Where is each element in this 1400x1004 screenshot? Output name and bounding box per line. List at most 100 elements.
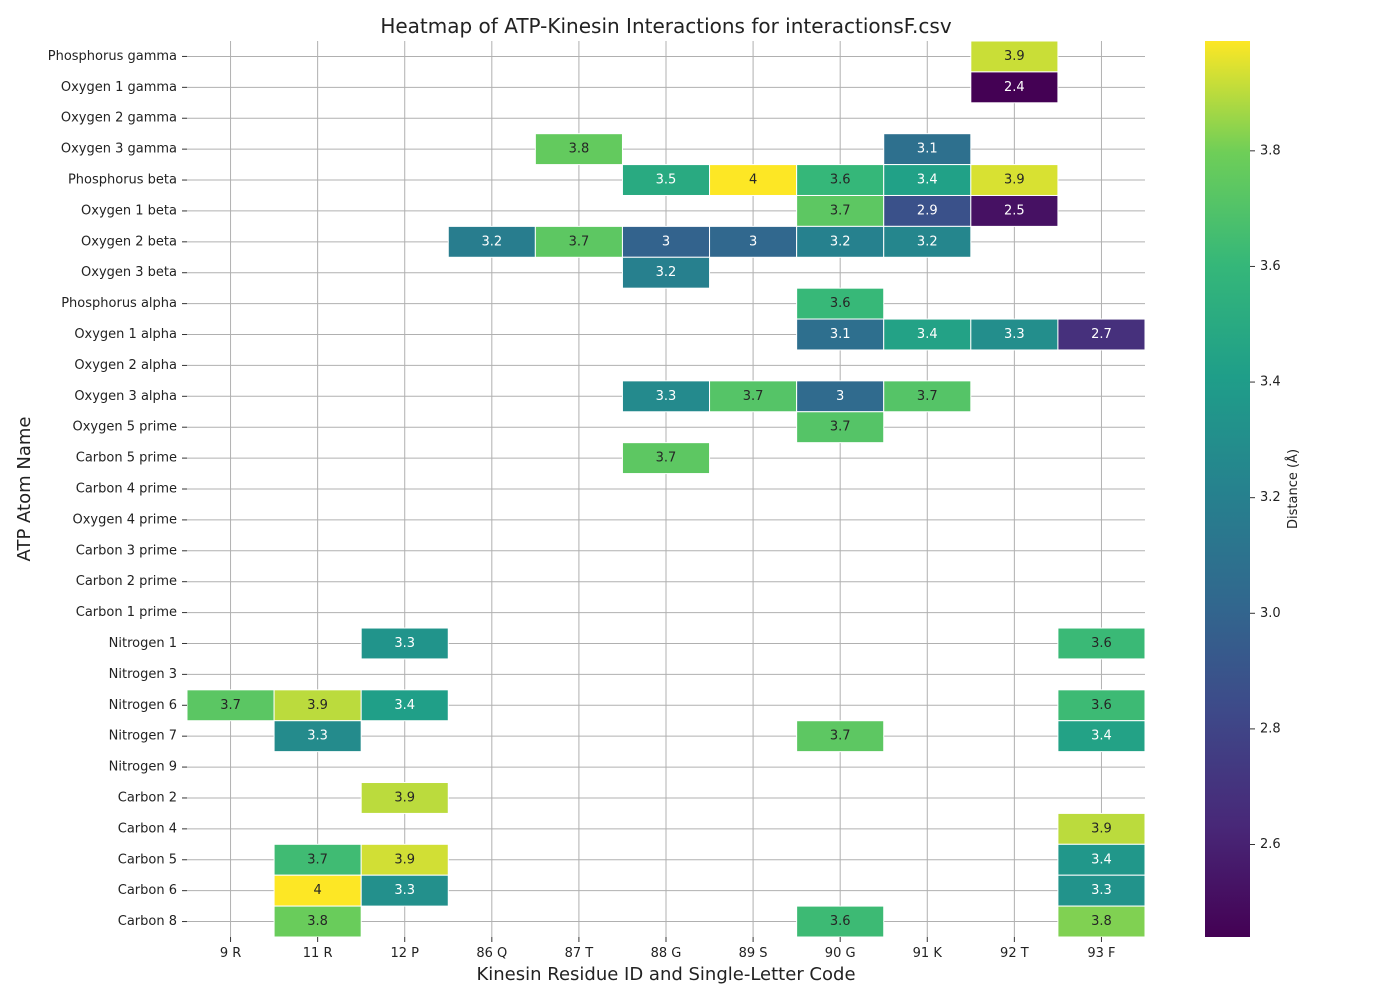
y-tick-label: Phosphorus beta [68, 173, 177, 188]
heatmap-cell [360, 689, 449, 722]
y-tick-label: Carbon 8 [118, 914, 177, 929]
heatmap-cell [534, 225, 623, 258]
colorbar-ticks: 2.6 2.8 3.0 3.2 3.4 3.6 3.8 [1250, 143, 1281, 852]
x-axis-title: Kinesin Residue ID and Single-Letter Cod… [476, 964, 855, 985]
heatmap-cell [796, 411, 885, 444]
heatmap-cell [1057, 720, 1146, 753]
heatmap-cell [796, 318, 885, 351]
cell-value-label: 3.9 [394, 852, 415, 867]
y-tick-label: Carbon 5 prime [76, 451, 177, 466]
cell-value-label: 3.7 [743, 389, 764, 404]
cell-value-label: 3.3 [394, 636, 415, 651]
cell-value-label: 3.9 [307, 698, 328, 713]
cell-value-label: 3.6 [1091, 698, 1112, 713]
heatmap-cell [796, 225, 885, 258]
x-tick-label: 93 F [1087, 946, 1115, 961]
heatmap-cell [621, 164, 711, 196]
y-tick-label: Oxygen 5 prime [72, 420, 177, 435]
y-tick-label: Oxygen 2 gamma [61, 111, 177, 126]
cell-value-label: 2.9 [917, 203, 938, 218]
heatmap-cell [1057, 812, 1146, 845]
cell-value-label: 3.9 [1004, 173, 1025, 188]
y-tick-labels: Phosphorus gamma Oxygen 1 gamma Oxygen 2 g… [48, 49, 187, 929]
y-tick-label: Carbon 6 [118, 883, 177, 898]
cell-value-label: 3.6 [1091, 636, 1112, 651]
x-tick-label: 92 T [1000, 946, 1029, 961]
cell-value-label: 3.4 [394, 698, 415, 713]
x-tick-label: 9 R [220, 946, 241, 961]
y-tick-label: Oxygen 1 gamma [61, 80, 177, 95]
heatmap-cell [796, 905, 885, 938]
cell-value-label: 3.3 [656, 389, 677, 404]
x-tick-label: 11 R [303, 946, 333, 961]
heatmap-cell [1057, 843, 1146, 876]
cell-value-label: 3 [749, 234, 757, 249]
x-tick-label: 87 T [565, 946, 594, 961]
heatmap-cell [796, 287, 885, 320]
y-tick-label: Phosphorus alpha [61, 296, 177, 311]
colorbar-tick-label: 2.8 [1260, 721, 1281, 736]
cell-value-label: 3.3 [394, 883, 415, 898]
x-tick-label: 89 S [739, 946, 768, 961]
y-tick-label: Oxygen 1 beta [81, 203, 177, 218]
y-tick-label: Carbon 5 [118, 852, 177, 867]
heatmap-cell [1057, 874, 1146, 907]
y-tick-label: Oxygen 2 beta [81, 234, 177, 249]
colorbar-tick-label: 3.8 [1260, 143, 1281, 158]
cell-value-label: 3.1 [830, 327, 851, 342]
cell-value-label: 4 [313, 883, 321, 898]
heatmap-cell [1057, 627, 1146, 660]
heatmap-cell [970, 194, 1059, 227]
x-tick-label: 90 G [825, 946, 856, 961]
heatmap-cell [883, 318, 972, 351]
x-tick-label: 12 P [390, 946, 419, 961]
heatmap-cell [883, 225, 972, 258]
heatmap-cell [621, 380, 711, 413]
y-tick-label: Nitrogen 7 [109, 729, 177, 744]
cell-value-label: 3.7 [656, 451, 677, 466]
heatmap-cell [1057, 318, 1146, 351]
cell-value-label: 3.2 [656, 265, 677, 280]
heatmap-cell [970, 318, 1059, 351]
heatmap-cell [709, 164, 798, 196]
colorbar [1205, 41, 1250, 937]
cell-value-label: 4 [749, 173, 757, 188]
y-tick-label: Phosphorus gamma [48, 49, 177, 64]
heatmap-cell [621, 256, 711, 289]
y-tick-label: Carbon 3 prime [76, 543, 177, 558]
cell-value-label: 3.7 [830, 203, 851, 218]
y-tick-label: Carbon 2 [118, 790, 177, 805]
heatmap-cell [621, 225, 711, 258]
cell-value-label: 3.2 [481, 234, 502, 249]
cell-value-label: 3.3 [1091, 883, 1112, 898]
cell-value-label: 3.9 [1004, 49, 1025, 64]
cell-value-label: 2.5 [1004, 203, 1025, 218]
x-tick-labels: 9 R 11 R 12 P 86 Q 87 T 88 G 89 S 90 G 91 K 92 T 9… [220, 937, 1116, 961]
cell-value-label: 3.7 [307, 852, 328, 867]
y-tick-label: Carbon 1 prime [76, 605, 177, 620]
cell-value-label: 2.7 [1091, 327, 1112, 342]
x-tick-label: 91 K [913, 946, 943, 961]
cell-value-label: 3.4 [917, 173, 938, 188]
heatmap-cell [534, 133, 623, 166]
heatmap-cell [360, 843, 449, 876]
y-tick-label: Oxygen 3 gamma [61, 142, 177, 157]
cell-value-label: 3.8 [307, 914, 328, 929]
heatmap-cell [883, 133, 972, 166]
cell-value-label: 3.7 [917, 389, 938, 404]
cell-value-label: 3 [836, 389, 844, 404]
y-tick-label: Oxygen 3 beta [81, 265, 177, 280]
heatmap-cell [273, 720, 362, 753]
heatmap-cell [796, 194, 885, 227]
cell-value-label: 3.6 [830, 173, 851, 188]
cell-value-label: 3.2 [917, 234, 938, 249]
colorbar-tick-label: 3.0 [1260, 606, 1281, 621]
heatmap-cell [1057, 905, 1146, 938]
heatmap-cell [273, 843, 362, 876]
heatmap-cell [360, 874, 449, 907]
heatmap-cell [883, 380, 972, 413]
y-tick-label: Oxygen 3 alpha [74, 389, 177, 404]
colorbar-tick-label: 3.2 [1260, 490, 1281, 505]
chart-title: Heatmap of ATP-Kinesin Interactions for … [380, 14, 952, 38]
